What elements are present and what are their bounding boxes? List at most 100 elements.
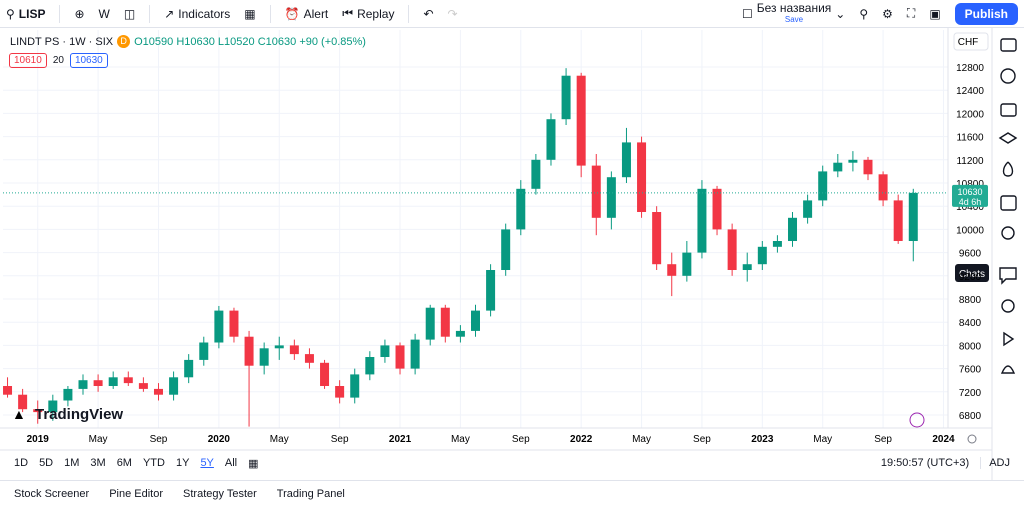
save-label[interactable]: Save xyxy=(784,14,804,24)
separator xyxy=(408,4,410,23)
chart-type[interactable]: ◫ xyxy=(123,6,136,21)
candle-body xyxy=(425,307,435,340)
symbol[interactable]: LISP xyxy=(18,6,46,21)
currency-box[interactable] xyxy=(953,32,989,51)
timeframe-button[interactable]: All xyxy=(224,457,238,469)
candle-body xyxy=(138,383,148,389)
quick-search[interactable]: ⚲ xyxy=(859,6,869,21)
timeframe-button[interactable]: 1Y xyxy=(175,457,190,469)
separator xyxy=(149,4,151,23)
high-value: 10630 xyxy=(184,35,215,48)
candle-body xyxy=(18,394,28,410)
candle-body xyxy=(350,374,360,398)
candle-body xyxy=(380,345,390,358)
last-price-label: 10630 xyxy=(957,187,982,197)
indicators-button[interactable]: ↗ Indicators xyxy=(164,6,231,21)
timeframe-button[interactable]: YTD xyxy=(142,457,165,469)
panel-tab[interactable]: Strategy Tester xyxy=(183,487,257,500)
x-tick-label: 2023 xyxy=(751,434,774,445)
x-tick-label: May xyxy=(270,434,289,445)
x-tick-label: May xyxy=(632,434,651,445)
time-axis-settings[interactable] xyxy=(967,434,977,444)
news-icon[interactable] xyxy=(1000,103,1017,117)
timeframe-button[interactable]: 6M xyxy=(116,457,132,469)
replay-button[interactable]: ⏮ Replay xyxy=(342,6,395,21)
low-value: 10520 xyxy=(224,35,255,48)
x-tick-label: May xyxy=(89,434,108,445)
x-tick-label: 2022 xyxy=(570,434,593,445)
date-range-button[interactable]: ▦ xyxy=(248,457,259,470)
publish-button[interactable]: Publish xyxy=(954,2,1018,25)
timeframe-button[interactable]: 3M xyxy=(90,457,106,469)
separator xyxy=(59,4,61,23)
y-tick-label: 9600 xyxy=(959,249,982,260)
legend: LINDT PS · 1W · SIX D O10590 H10630 L105… xyxy=(10,35,366,48)
sidebar-icons xyxy=(998,38,1018,374)
timeframe-button[interactable]: 1M xyxy=(64,457,80,469)
watermark: TradingView xyxy=(35,406,123,423)
templates-button[interactable]: ▦ xyxy=(244,6,256,21)
compare-button[interactable]: ⊕ xyxy=(74,6,85,21)
tooltip: Chats xyxy=(959,269,985,280)
flash-icon[interactable] xyxy=(909,412,925,428)
ideas-icon[interactable] xyxy=(1001,226,1015,240)
price-axis-bg xyxy=(948,28,992,480)
candle-body xyxy=(697,188,707,253)
candle-body xyxy=(93,380,103,387)
panel-tab[interactable]: Stock Screener xyxy=(14,487,90,500)
layout-button[interactable]: ☐ Без названия Save ⌄ xyxy=(741,0,846,25)
alert-button[interactable]: ⏰ Alert xyxy=(284,6,329,21)
bid[interactable]: 10610 xyxy=(9,53,47,68)
streams-icon[interactable] xyxy=(1001,299,1015,313)
redo-button[interactable]: ↷ xyxy=(447,6,458,21)
replay-label: Replay xyxy=(357,6,395,21)
candle-body xyxy=(455,330,465,337)
candle-body xyxy=(169,377,179,395)
symbol-search[interactable]: ⚲ LISP xyxy=(6,6,46,21)
layers-icon[interactable] xyxy=(998,132,1018,144)
undo-button[interactable]: ↶ xyxy=(423,6,434,21)
x-tick-label: 2020 xyxy=(208,434,231,445)
candle-body xyxy=(848,159,858,163)
candle-body xyxy=(516,188,526,230)
interval[interactable]: W xyxy=(98,6,110,21)
calendar-icon[interactable] xyxy=(1000,195,1017,211)
alerts-icon[interactable] xyxy=(1000,68,1016,84)
watchlist-icon[interactable] xyxy=(1000,38,1017,52)
candle-body xyxy=(410,339,420,369)
candle-body xyxy=(818,171,828,201)
chart: Chats CHF TradingView ▲ 6800 7200 7600 8000… xyxy=(0,28,1018,480)
panel-tab[interactable]: Trading Panel xyxy=(276,487,345,500)
candle-body xyxy=(78,380,88,389)
currency[interactable]: CHF xyxy=(958,37,979,48)
ask[interactable]: 10630 xyxy=(69,53,108,68)
timeframe-button[interactable]: 1D xyxy=(14,457,29,469)
candle-body xyxy=(878,174,888,201)
hotlist-icon[interactable] xyxy=(1002,161,1014,177)
panel-tab[interactable]: Pine Editor xyxy=(109,487,164,500)
play-icon[interactable] xyxy=(1003,331,1015,347)
y-tick-label: 11600 xyxy=(956,133,984,144)
candle-body xyxy=(637,142,647,213)
separator xyxy=(269,4,271,23)
settings-button[interactable]: ⚙ xyxy=(882,6,893,21)
adj-button[interactable]: ADJ xyxy=(980,457,1010,469)
chats-icon[interactable] xyxy=(999,267,1017,285)
x-tick-label: Sep xyxy=(693,434,711,445)
notifications-icon[interactable] xyxy=(1000,365,1016,374)
candle-body xyxy=(214,310,224,343)
y-tick-label: 7200 xyxy=(959,388,982,399)
y-tick-label: 10800 xyxy=(956,179,984,190)
fullscreen-button[interactable]: ⛶ xyxy=(906,6,916,20)
layout-name: Без названия xyxy=(756,0,832,15)
layout-name-wrap: Без названия Save xyxy=(756,0,832,25)
candle-body xyxy=(591,165,601,218)
candle-body xyxy=(893,200,903,242)
candle-body xyxy=(63,388,73,401)
timeframe-button[interactable]: 5Y xyxy=(200,457,214,469)
timeframe-button[interactable]: 5D xyxy=(39,457,54,469)
open-value: 10590 xyxy=(142,35,174,48)
candle-body xyxy=(803,200,813,218)
candle-body xyxy=(123,377,133,384)
snapshot-button[interactable]: ▣ xyxy=(929,6,941,21)
